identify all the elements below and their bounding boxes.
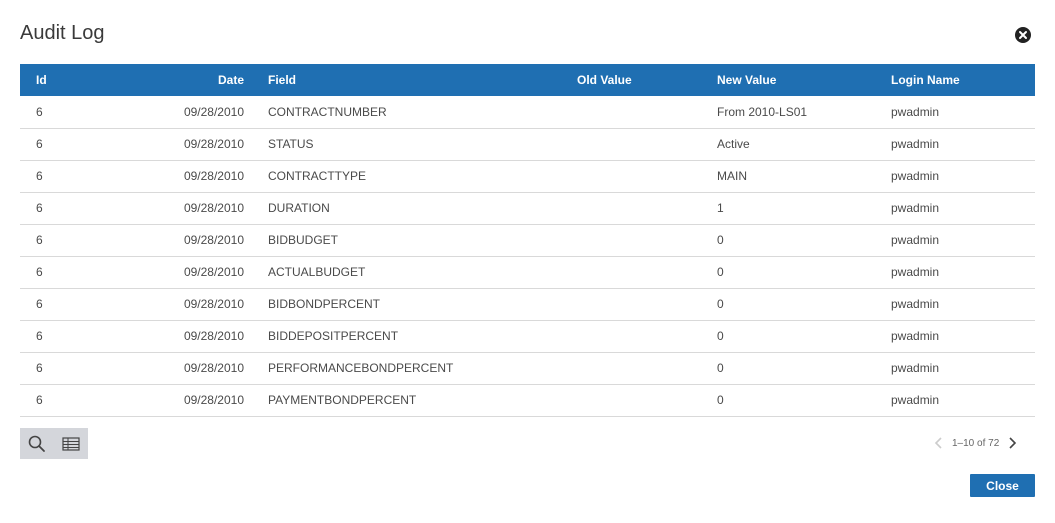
cell-id: 6 — [36, 104, 43, 119]
cell-old-value — [577, 192, 717, 224]
pagination: 1–10 of 72 — [930, 434, 1021, 452]
cell-field: BIDBUDGET — [268, 233, 339, 247]
cell-date: 09/28/2010 — [183, 393, 244, 407]
table-row[interactable]: 6 09/28/2010 BIDBONDPERCENT 0 pwadmin — [20, 288, 1035, 320]
cell-date: 09/28/2010 — [183, 265, 244, 279]
search-button[interactable] — [20, 428, 54, 459]
audit-table: Id Date Field Old Value New Value Login … — [20, 64, 1035, 417]
column-header-date[interactable]: Date — [217, 73, 244, 87]
cell-id: 6 — [36, 361, 43, 375]
cell-new-value: 0 — [717, 297, 724, 311]
cell-old-value — [577, 160, 717, 192]
close-button[interactable]: Close — [970, 474, 1035, 497]
cell-login-name: pwadmin — [891, 329, 940, 343]
column-header-id[interactable]: Id — [36, 73, 47, 87]
cell-login-name: pwadmin — [891, 297, 940, 311]
cell-login-name: pwadmin — [891, 393, 940, 407]
cell-old-value — [577, 288, 717, 320]
cell-new-value: 0 — [717, 233, 724, 247]
cell-field: PERFORMANCEBONDPERCENT — [268, 361, 454, 375]
search-icon — [28, 435, 45, 452]
column-header-new-value[interactable]: New Value — [717, 73, 777, 87]
cell-old-value — [577, 256, 717, 288]
cell-old-value — [577, 128, 717, 160]
cell-login-name: pwadmin — [891, 169, 940, 183]
cell-date: 09/28/2010 — [183, 137, 244, 151]
table-row[interactable]: 6 09/28/2010 BIDBUDGET 0 pwadmin — [20, 224, 1035, 256]
table-row[interactable]: 6 09/28/2010 DURATION 1 pwadmin — [20, 192, 1035, 224]
cell-field: CONTRACTNUMBER — [268, 104, 387, 119]
table-row[interactable]: 6 09/28/2010 ACTUALBUDGET 0 pwadmin — [20, 256, 1035, 288]
cell-login-name: pwadmin — [891, 233, 940, 247]
cell-field: PAYMENTBONDPERCENT — [268, 393, 417, 407]
cell-old-value — [577, 96, 717, 128]
cell-date: 09/28/2010 — [183, 233, 244, 247]
cell-date: 09/28/2010 — [183, 169, 244, 183]
cell-date: 09/28/2010 — [183, 329, 244, 343]
next-page-button[interactable] — [1003, 434, 1021, 452]
close-circle-icon[interactable] — [1015, 27, 1031, 43]
cell-old-value — [577, 320, 717, 352]
table-header-row: Id Date Field Old Value New Value Login … — [20, 64, 1035, 96]
cell-id: 6 — [36, 233, 43, 247]
cell-login-name: pwadmin — [891, 201, 940, 215]
table-row[interactable]: 6 09/28/2010 STATUS Active pwadmin — [20, 128, 1035, 160]
cell-new-value: MAIN — [717, 169, 747, 183]
chevron-left-icon — [934, 437, 942, 449]
cell-date: 09/28/2010 — [183, 201, 244, 215]
cell-login-name: pwadmin — [891, 265, 940, 279]
cell-old-value — [577, 384, 717, 416]
cell-date: 09/28/2010 — [183, 361, 244, 375]
cell-new-value: 0 — [717, 393, 724, 407]
columns-button[interactable] — [54, 428, 88, 459]
cell-new-value: Active — [717, 137, 750, 151]
cell-new-value: 1 — [717, 201, 724, 215]
grid-toolbar — [20, 428, 88, 459]
cell-new-value: 0 — [717, 329, 724, 343]
column-header-old-value[interactable]: Old Value — [577, 73, 632, 87]
cell-field: BIDDEPOSITPERCENT — [268, 329, 399, 343]
cell-login-name: pwadmin — [891, 137, 940, 151]
cell-id: 6 — [36, 201, 43, 215]
page-range-text: 1–10 of 72 — [952, 437, 1000, 449]
cell-id: 6 — [36, 393, 43, 407]
table-columns-icon — [62, 436, 80, 451]
cell-old-value — [577, 352, 717, 384]
cell-field: STATUS — [268, 137, 314, 151]
cell-login-name: pwadmin — [891, 361, 940, 375]
table-row[interactable]: 6 09/28/2010 PERFORMANCEBONDPERCENT 0 pw… — [20, 352, 1035, 384]
cell-date: 09/28/2010 — [183, 104, 244, 119]
prev-page-button[interactable] — [930, 434, 948, 452]
cell-id: 6 — [36, 169, 43, 183]
table-row[interactable]: 6 09/28/2010 BIDDEPOSITPERCENT 0 pwadmin — [20, 320, 1035, 352]
cell-field: CONTRACTTYPE — [268, 169, 367, 183]
cell-id: 6 — [36, 265, 43, 279]
table-row[interactable]: 6 09/28/2010 PAYMENTBONDPERCENT 0 pwadmi… — [20, 384, 1035, 416]
cell-old-value — [577, 224, 717, 256]
cell-login-name: pwadmin — [891, 104, 940, 119]
cell-id: 6 — [36, 297, 43, 311]
chevron-right-icon — [1009, 437, 1017, 449]
cell-new-value: 0 — [717, 361, 724, 375]
cell-id: 6 — [36, 329, 43, 343]
cell-field: ACTUALBUDGET — [268, 265, 366, 279]
column-header-field[interactable]: Field — [268, 73, 297, 87]
cell-new-value: From 2010-LS01 — [717, 104, 808, 119]
table-row[interactable]: 6 09/28/2010 CONTRACTTYPE MAIN pwadmin — [20, 160, 1035, 192]
cell-id: 6 — [36, 137, 43, 151]
cell-new-value: 0 — [717, 265, 724, 279]
dialog-title: Audit Log — [20, 22, 105, 44]
cell-date: 09/28/2010 — [183, 297, 244, 311]
column-header-login-name[interactable]: Login Name — [891, 73, 960, 87]
cell-field: BIDBONDPERCENT — [268, 297, 381, 311]
cell-field: DURATION — [268, 201, 330, 215]
table-row[interactable]: 6 09/28/2010 CONTRACTNUMBER From 2010-LS… — [20, 96, 1035, 128]
